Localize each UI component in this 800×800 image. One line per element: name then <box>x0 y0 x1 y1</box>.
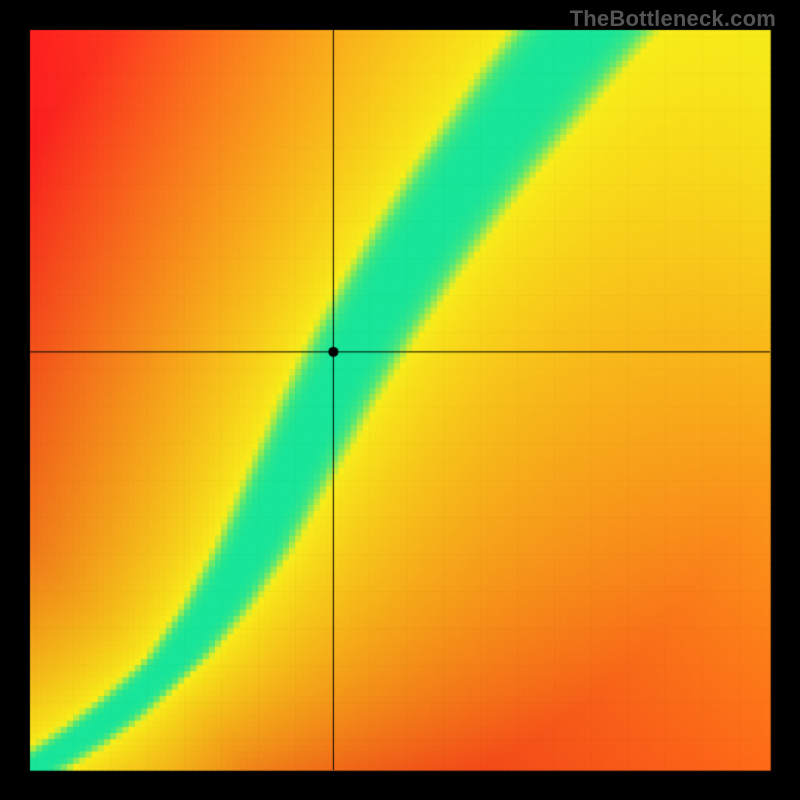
chart-container: TheBottleneck.com <box>0 0 800 800</box>
bottleneck-heatmap <box>0 0 800 800</box>
watermark-text: TheBottleneck.com <box>570 6 776 32</box>
